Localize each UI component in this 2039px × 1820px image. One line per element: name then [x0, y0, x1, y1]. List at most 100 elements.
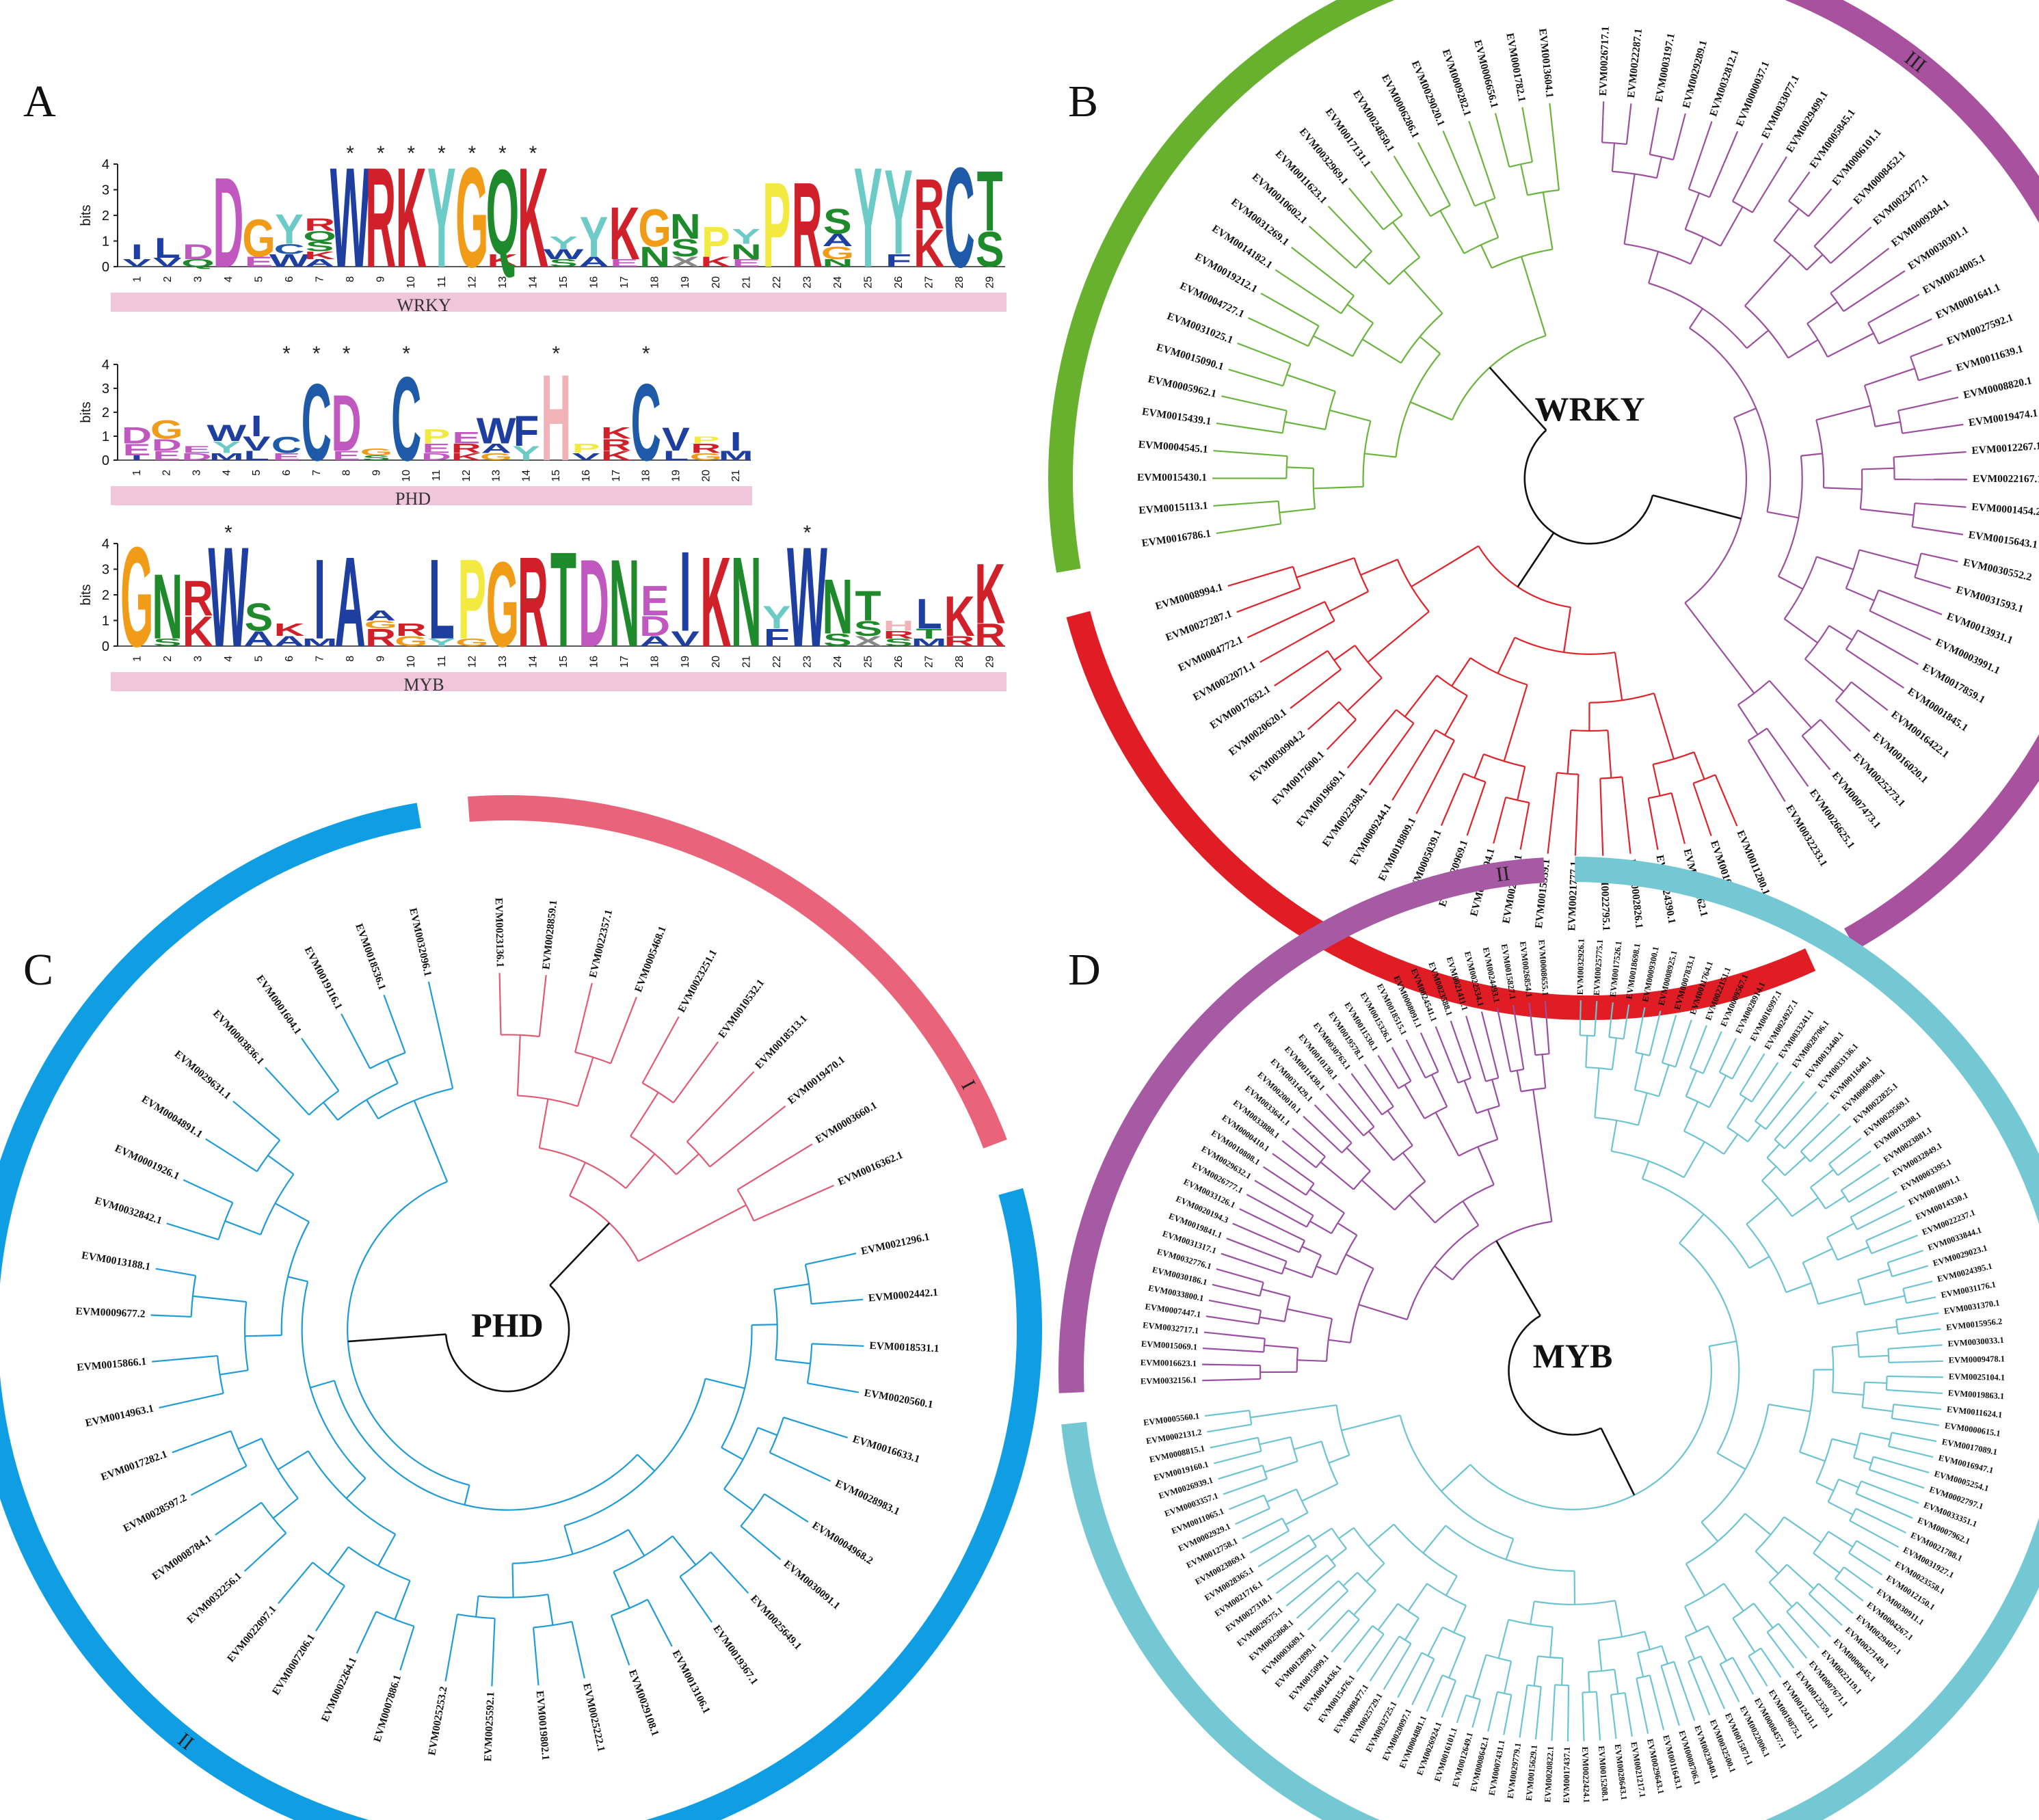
internal-node-arc — [230, 1430, 248, 1467]
leaf-label: EVM0030033.1 — [1947, 1335, 2004, 1349]
internal-branch — [1887, 1255, 1906, 1263]
internal-branch — [1319, 1590, 1349, 1620]
leaf-label: EVM0020822.1 — [1543, 1746, 1556, 1803]
logo-residue: E — [610, 257, 639, 269]
internal-branch — [1864, 1295, 1906, 1306]
logo-residue: S — [549, 257, 578, 269]
logo-position-number: 21 — [741, 656, 752, 668]
internal-branch — [1864, 1381, 1887, 1384]
internal-branch — [811, 1301, 832, 1305]
logo-residue: R — [365, 624, 396, 652]
internal-branch — [1284, 420, 1326, 431]
internal-branch — [310, 1380, 335, 1389]
conserved-site-star: * — [803, 522, 812, 544]
leaf-branch — [1248, 317, 1280, 334]
internal-branch — [1402, 1152, 1426, 1182]
logo-position-number: 18 — [650, 656, 661, 668]
internal-branch — [1820, 719, 1843, 744]
logo-residue: G — [360, 446, 393, 457]
logo-residue: E — [122, 440, 150, 459]
internal-branch — [1888, 1346, 1915, 1350]
logo-residue: L — [663, 448, 689, 463]
internal-branch — [1491, 1079, 1500, 1106]
logo-residue: K — [609, 191, 640, 275]
internal-branch — [1309, 1188, 1345, 1214]
internal-branch — [1480, 244, 1493, 269]
internal-branch — [267, 1155, 295, 1175]
internal-branch — [1538, 1686, 1542, 1710]
logo-residue: P — [762, 158, 791, 293]
internal-node-arc — [1865, 1240, 1872, 1254]
leaf-branch — [1868, 695, 1889, 711]
leaf-branch — [1904, 1249, 1923, 1258]
internal-branch — [363, 1611, 377, 1637]
internal-branch — [516, 1034, 521, 1096]
logo-position-number: 4 — [221, 470, 232, 476]
internal-branch — [1802, 1248, 1833, 1263]
logo-position-number: 9 — [371, 470, 382, 476]
logo-position-number: 13 — [491, 470, 503, 482]
internal-branch — [1614, 652, 1623, 701]
internal-branch — [1875, 421, 1901, 427]
logo-residue: R — [601, 436, 631, 454]
internal-branch — [1915, 502, 1941, 506]
internal-branch — [1563, 607, 1572, 653]
internal-branch — [1685, 1563, 1706, 1596]
internal-branch — [1327, 1609, 1350, 1634]
internal-branch — [1599, 778, 1603, 815]
internal-branch — [775, 1359, 811, 1365]
logo-position-number: 28 — [954, 656, 965, 668]
leaf-branch — [1927, 1423, 1940, 1426]
internal-branch — [1404, 1618, 1420, 1641]
logo-y-tick-label: 4 — [102, 157, 109, 172]
logo-residue: K — [274, 620, 306, 640]
leaf-branch — [665, 1634, 673, 1647]
logo-residue: R — [518, 531, 548, 673]
leaf-branch — [1820, 757, 1831, 771]
internal-branch — [1835, 1578, 1853, 1593]
logo-residue: C — [271, 432, 302, 458]
logo-residue: H — [541, 349, 571, 487]
leaf-branch — [1629, 103, 1632, 116]
leaf-branch — [1655, 107, 1660, 124]
clade-II-label: II — [1495, 862, 1511, 886]
internal-node-arc — [1788, 200, 1809, 217]
internal-node-arc — [1863, 385, 1876, 427]
logo-residue: I — [730, 427, 742, 456]
internal-branch — [1307, 1565, 1336, 1589]
conserved-site-star: * — [642, 343, 650, 365]
internal-branch — [673, 1067, 699, 1103]
internal-node-arc — [1393, 1523, 1458, 1577]
leaf-branch — [172, 1447, 183, 1454]
logo-residue: S — [823, 202, 852, 241]
internal-branch — [1660, 1665, 1672, 1699]
leaf-branch — [1232, 1222, 1263, 1237]
internal-branch — [1857, 629, 1889, 648]
leaf-branch — [1930, 343, 1943, 350]
internal-branch — [1737, 704, 1759, 736]
internal-branch — [1318, 1130, 1343, 1153]
internal-branch — [1806, 254, 1824, 271]
internal-branch — [1801, 735, 1822, 759]
internal-branch — [1434, 1266, 1453, 1281]
internal-branch — [1766, 1631, 1784, 1654]
internal-branch — [1684, 1636, 1696, 1659]
internal-branch — [571, 1621, 580, 1653]
internal-branch — [1398, 1643, 1412, 1665]
logo-residue: A — [578, 254, 609, 269]
internal-branch — [1773, 208, 1800, 241]
internal-branch — [1808, 1593, 1824, 1608]
internal-branch — [1239, 1436, 1259, 1443]
logo-residue: N — [822, 257, 853, 269]
leaf-branch — [831, 1298, 864, 1303]
logo-residue: E — [423, 441, 451, 456]
logo-residue: G — [395, 633, 428, 649]
internal-branch — [757, 1427, 778, 1436]
leaf-branch — [1471, 1717, 1476, 1728]
leaf-branch — [1598, 1727, 1601, 1741]
logo-residue: W — [206, 420, 246, 446]
leaf-branch — [1204, 1413, 1225, 1417]
logo-residue: C — [274, 241, 305, 256]
leaf-branch — [1249, 1544, 1265, 1554]
internal-branch — [1441, 1464, 1471, 1492]
